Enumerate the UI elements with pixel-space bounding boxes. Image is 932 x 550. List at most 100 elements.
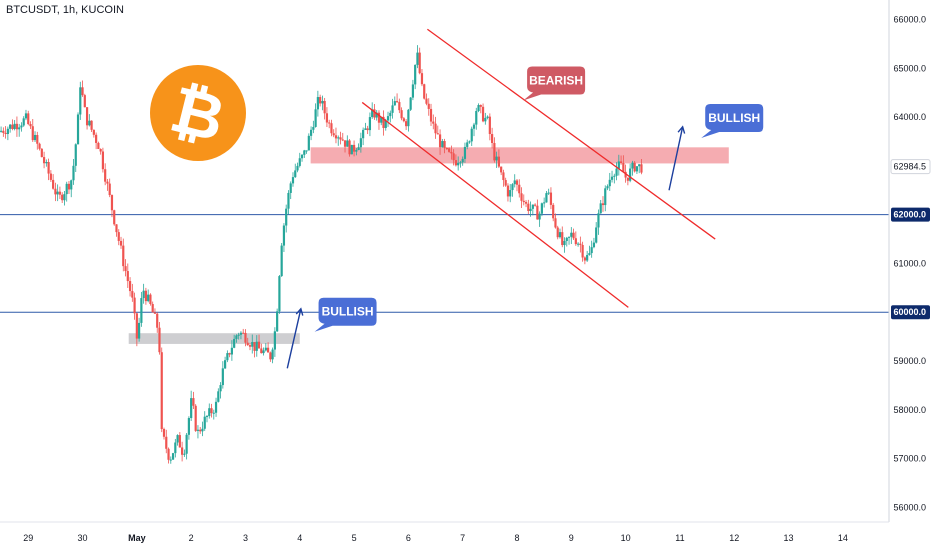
candle-body xyxy=(158,327,161,353)
candle-body xyxy=(97,142,100,150)
candle-body xyxy=(54,188,57,195)
candle-body xyxy=(531,204,534,209)
candle-body xyxy=(414,64,417,85)
candle-body xyxy=(56,191,59,195)
candle-body xyxy=(119,240,123,246)
x-tick-label: May xyxy=(128,533,146,543)
candle-body xyxy=(337,137,340,139)
candle-body xyxy=(402,118,405,122)
candle-body xyxy=(425,98,428,104)
time-axis: 29 30 May 2 3 4 5 6 7 8 9 10 11 12 13 14 xyxy=(0,521,889,543)
candle-body xyxy=(18,127,21,130)
candle-body xyxy=(255,341,258,351)
zones xyxy=(128,147,729,344)
bitcoin-logo-circle xyxy=(150,65,246,161)
candle-body xyxy=(76,114,80,145)
candle-body xyxy=(316,97,319,110)
candle-body xyxy=(11,124,14,129)
candle-body xyxy=(463,146,467,159)
candle-body xyxy=(248,345,252,347)
candle-body xyxy=(638,164,641,167)
candle-body xyxy=(328,122,331,124)
candle-body xyxy=(24,113,28,119)
candle-body xyxy=(147,294,150,302)
candle-body xyxy=(251,342,254,347)
candle-body xyxy=(633,162,636,172)
arrow-head xyxy=(295,307,304,316)
candle-body xyxy=(235,335,238,339)
candle-body xyxy=(355,149,358,152)
candle-body xyxy=(443,141,446,149)
channel-lower-line xyxy=(361,101,629,308)
x-tick-label: 14 xyxy=(838,533,848,543)
candle-body xyxy=(126,271,129,282)
candle-body xyxy=(183,453,186,455)
candle-body xyxy=(49,173,52,180)
candle-body xyxy=(579,243,582,245)
candle-body xyxy=(576,243,580,245)
candle-body xyxy=(500,166,503,173)
candle-body xyxy=(294,170,297,178)
candle-body xyxy=(438,134,442,148)
candle-body xyxy=(187,418,190,435)
candle-body xyxy=(549,192,553,205)
candle-body xyxy=(67,183,71,190)
candle-body xyxy=(547,192,550,194)
x-tick-label: 3 xyxy=(243,533,248,543)
x-tick-label: 30 xyxy=(78,533,88,543)
candle-body xyxy=(565,237,568,241)
candle-body xyxy=(85,107,89,126)
current-price-label: 62984.5 xyxy=(893,162,926,172)
candle-body xyxy=(113,210,116,225)
candle-body xyxy=(287,192,290,209)
candle-body xyxy=(457,162,460,166)
candle-body xyxy=(266,347,270,353)
candle-body xyxy=(470,128,473,142)
candle-body xyxy=(88,120,91,126)
candle-body xyxy=(262,350,265,354)
candle-body xyxy=(115,224,118,233)
candle-body xyxy=(291,177,295,184)
candle-body xyxy=(357,147,360,150)
candle-body xyxy=(418,52,421,74)
candle-body xyxy=(63,194,66,201)
candle-body xyxy=(624,171,627,178)
candle-body xyxy=(38,143,41,149)
candle-body xyxy=(314,109,317,127)
candle-body xyxy=(325,113,329,123)
candle-body xyxy=(554,218,557,228)
candle-body xyxy=(486,116,489,118)
candle-body xyxy=(45,162,48,164)
bullish-callout xyxy=(701,104,764,139)
candle-body xyxy=(228,353,231,355)
candle-body xyxy=(527,203,530,212)
candle-body xyxy=(83,95,86,108)
candles xyxy=(0,45,643,464)
candle-body xyxy=(350,144,353,155)
level-price-label-bg xyxy=(891,305,930,320)
candle-body xyxy=(592,242,596,248)
candle-body xyxy=(106,181,109,184)
candle-body xyxy=(79,87,82,115)
candle-body xyxy=(239,332,243,335)
candle-body xyxy=(65,183,68,195)
candle-body xyxy=(192,398,195,406)
candle-body xyxy=(29,124,32,127)
candle-body xyxy=(405,121,408,127)
candle-body xyxy=(567,236,571,238)
candle-body xyxy=(242,332,245,334)
horizontal-levels xyxy=(0,214,889,313)
candle-body xyxy=(185,434,188,454)
candle-body xyxy=(47,162,50,174)
candle-body xyxy=(36,134,39,144)
bullish-callout xyxy=(314,297,377,332)
candle-body xyxy=(398,102,401,111)
candle-body xyxy=(441,141,444,148)
candle-body xyxy=(153,312,157,314)
candle-body xyxy=(305,150,308,152)
bearish-callout-text: BEARISH xyxy=(529,73,583,87)
candle-body xyxy=(488,116,491,135)
candle-body xyxy=(452,153,455,161)
candle-body xyxy=(380,116,383,123)
